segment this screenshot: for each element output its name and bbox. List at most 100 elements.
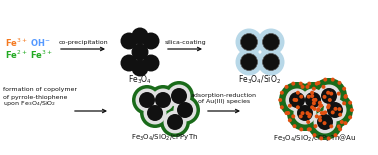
Circle shape: [338, 127, 342, 131]
Circle shape: [291, 82, 295, 86]
Circle shape: [143, 33, 160, 49]
Circle shape: [139, 92, 155, 108]
Circle shape: [177, 102, 193, 118]
Circle shape: [316, 81, 321, 85]
Circle shape: [155, 92, 171, 108]
Circle shape: [288, 118, 292, 122]
Circle shape: [121, 55, 138, 71]
Circle shape: [313, 107, 316, 111]
Circle shape: [318, 115, 322, 119]
Circle shape: [326, 91, 330, 95]
Circle shape: [279, 82, 315, 118]
Circle shape: [140, 98, 170, 128]
Circle shape: [326, 105, 330, 109]
Circle shape: [307, 127, 311, 131]
Circle shape: [320, 95, 350, 125]
Circle shape: [350, 108, 354, 112]
Circle shape: [287, 95, 323, 131]
Circle shape: [321, 85, 325, 89]
Circle shape: [310, 94, 314, 98]
Circle shape: [290, 98, 320, 128]
Circle shape: [322, 121, 327, 125]
Circle shape: [315, 82, 319, 86]
Circle shape: [135, 89, 158, 111]
Circle shape: [348, 101, 352, 105]
Circle shape: [333, 107, 338, 111]
Circle shape: [315, 114, 319, 118]
Circle shape: [291, 114, 295, 118]
Circle shape: [294, 98, 298, 102]
Circle shape: [257, 29, 285, 55]
Text: Fe$^{2+}$: Fe$^{2+}$: [5, 49, 28, 61]
Circle shape: [331, 78, 335, 82]
Circle shape: [262, 33, 279, 51]
Circle shape: [152, 89, 175, 111]
Circle shape: [320, 111, 324, 115]
Circle shape: [121, 33, 138, 49]
Circle shape: [308, 127, 312, 131]
Text: of pyrrole-thiophene: of pyrrole-thiophene: [3, 95, 67, 100]
Circle shape: [235, 49, 262, 75]
Circle shape: [143, 55, 160, 71]
Circle shape: [235, 29, 262, 55]
Circle shape: [328, 98, 332, 102]
Circle shape: [313, 124, 318, 128]
Circle shape: [307, 114, 311, 118]
Circle shape: [301, 111, 305, 115]
Circle shape: [148, 85, 178, 115]
Circle shape: [318, 118, 322, 122]
Circle shape: [344, 95, 347, 99]
Circle shape: [302, 89, 324, 111]
Circle shape: [317, 92, 353, 128]
Text: adsorption-reduction: adsorption-reduction: [191, 93, 257, 98]
Circle shape: [167, 114, 183, 130]
Circle shape: [280, 105, 284, 109]
Circle shape: [318, 104, 322, 108]
Circle shape: [132, 85, 162, 115]
Circle shape: [319, 104, 323, 108]
Circle shape: [331, 110, 335, 114]
Circle shape: [144, 102, 166, 124]
Text: co-precipitation: co-precipitation: [58, 40, 108, 45]
Circle shape: [164, 81, 194, 111]
Circle shape: [285, 85, 288, 89]
Circle shape: [337, 92, 341, 96]
Circle shape: [342, 101, 346, 105]
Circle shape: [282, 85, 312, 115]
Text: Fe$_3$O$_4$/SiO$_2$/cPPyTh@Au: Fe$_3$O$_4$/SiO$_2$/cPPyTh@Au: [273, 133, 357, 144]
Circle shape: [164, 111, 186, 133]
Circle shape: [338, 113, 342, 117]
Circle shape: [338, 81, 341, 85]
Text: silica-coating: silica-coating: [164, 40, 206, 45]
Circle shape: [308, 113, 312, 117]
Circle shape: [278, 98, 282, 102]
Circle shape: [297, 105, 313, 121]
Circle shape: [318, 101, 322, 105]
Circle shape: [147, 105, 163, 121]
Text: upon Fe$_3$O$_4$/SiO$_2$: upon Fe$_3$O$_4$/SiO$_2$: [3, 100, 56, 108]
Circle shape: [338, 107, 341, 111]
Circle shape: [280, 91, 284, 95]
Circle shape: [318, 84, 341, 108]
Circle shape: [316, 107, 321, 111]
Circle shape: [296, 105, 300, 109]
Circle shape: [314, 81, 344, 111]
Circle shape: [167, 84, 191, 108]
Circle shape: [329, 124, 333, 128]
Circle shape: [132, 44, 149, 60]
Circle shape: [174, 98, 197, 122]
Circle shape: [299, 127, 303, 131]
Circle shape: [285, 111, 288, 115]
Circle shape: [299, 95, 303, 99]
Circle shape: [327, 136, 331, 140]
Circle shape: [160, 107, 190, 137]
Circle shape: [305, 85, 310, 89]
Circle shape: [299, 82, 303, 86]
Circle shape: [296, 91, 300, 95]
Circle shape: [327, 102, 343, 118]
Circle shape: [307, 82, 311, 86]
Circle shape: [313, 98, 318, 102]
Circle shape: [340, 120, 344, 124]
Circle shape: [285, 89, 308, 111]
Circle shape: [348, 115, 352, 119]
